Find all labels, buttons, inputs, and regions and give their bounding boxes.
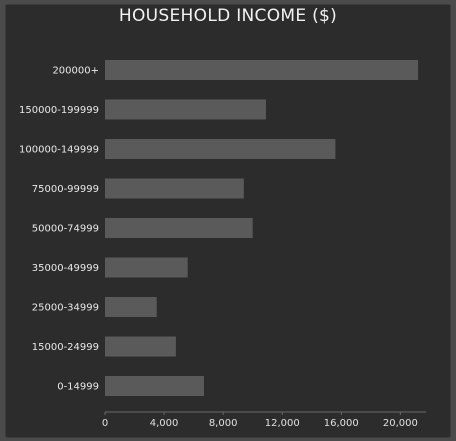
x-tick-label: 12,000 (265, 418, 300, 429)
y-tick-label: 0-14999 (57, 382, 99, 393)
bar-100000-149999 (105, 139, 336, 159)
y-tick-labels: 200000+ 150000-199999 100000-149999 75000-9… (19, 66, 99, 393)
y-tick-label: 35000-49999 (32, 263, 99, 274)
bar-25000-34999 (105, 297, 157, 317)
y-tick-label: 75000-99999 (32, 184, 99, 195)
bar-15000-24999 (105, 336, 176, 357)
y-tick-label: 25000-34999 (32, 303, 99, 314)
y-tick-label: 200000+ (52, 66, 99, 77)
bar-35000-49999 (105, 257, 188, 278)
bar-0-14999 (105, 376, 204, 396)
y-tick-label: 15000-24999 (32, 342, 99, 353)
chart-title: HOUSEHOLD INCOME ($) (118, 6, 338, 26)
y-tick-label: 100000-149999 (19, 145, 99, 156)
y-tick-label: 50000-74999 (32, 224, 99, 235)
bar-200000+ (105, 60, 419, 80)
y-tick-label: 150000-199999 (19, 105, 99, 116)
bar-75000-99999 (105, 178, 244, 199)
bar-50000-74999 (105, 218, 253, 238)
x-tick-label: 0 (102, 418, 108, 429)
x-tick-label: 4,000 (150, 418, 179, 429)
bars-group (105, 60, 419, 396)
x-axis: 0 4,000 8,000 12,000 16,000 20,000 (102, 411, 426, 429)
x-tick-label: 20,000 (383, 418, 418, 429)
bar-150000-199999 (105, 99, 266, 120)
x-tick-label: 16,000 (324, 418, 359, 429)
x-tick-label: 8,000 (209, 418, 238, 429)
